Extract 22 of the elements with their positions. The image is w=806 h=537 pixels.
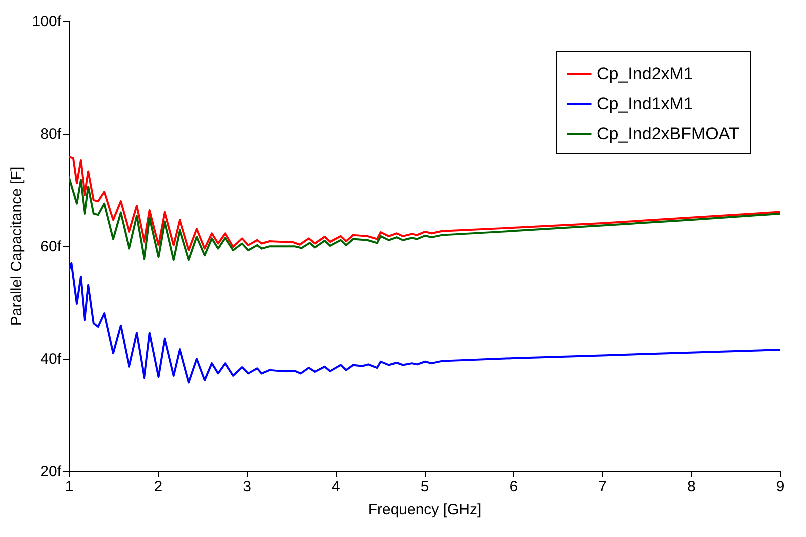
line-series	[69, 176, 780, 262]
y-tick-label: 40f	[40, 351, 62, 368]
y-tick-label: 100f	[32, 14, 62, 30]
legend-label: Cp_Ind2xBFMOAT	[597, 124, 740, 144]
x-tick-label: 3	[243, 478, 252, 496]
y-axis-title: Parallel Capacitance [F]	[8, 166, 26, 326]
x-tick-label: 4	[332, 478, 340, 496]
x-tick-label: 5	[420, 478, 430, 496]
x-tick-label: 6	[510, 478, 518, 496]
x-tick-label: 2	[154, 478, 163, 496]
y-tick-label: 20f	[40, 464, 62, 480]
y-tick-label: 60f	[40, 238, 62, 256]
legend-label: Cp_Ind1xM1	[597, 94, 694, 114]
x-tick-label: 7	[598, 478, 607, 496]
line-series	[69, 262, 780, 384]
x-tick-label: 8	[687, 478, 696, 496]
x-tick-label: 1	[65, 478, 74, 496]
y-tick-label: 80f	[40, 126, 62, 143]
legend-label: Cp_Ind2xM1	[597, 64, 694, 84]
x-axis-title: Frequency [GHz]	[368, 502, 482, 518]
line-series	[69, 156, 780, 252]
x-tick-label: 9	[776, 478, 785, 496]
